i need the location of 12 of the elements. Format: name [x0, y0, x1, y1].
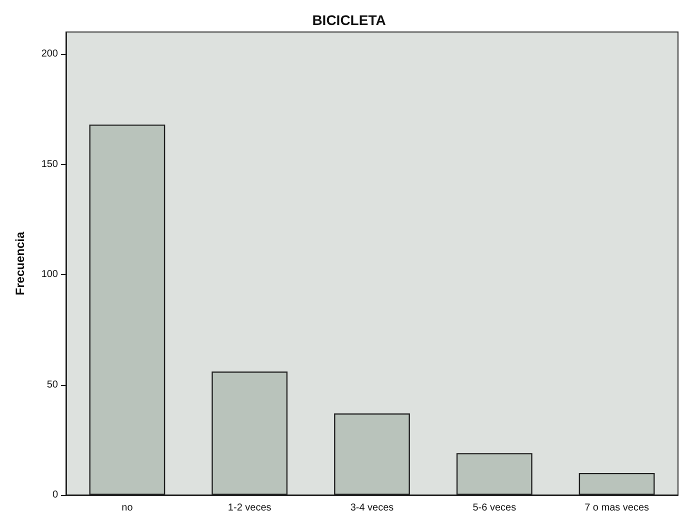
y-axis-title: Frecuencia: [13, 232, 27, 296]
y-tick-label: 100: [41, 269, 58, 280]
x-tick-label: 1-2 veces: [228, 502, 272, 514]
x-tick-label: 5-6 veces: [472, 502, 516, 514]
y-tick-label: 200: [41, 48, 58, 60]
chart-title: BICICLETA: [312, 12, 386, 28]
y-tick-label: 50: [46, 379, 58, 390]
y-tick-label: 150: [41, 158, 58, 170]
y-tick-label: 0: [52, 490, 58, 500]
x-tick-label: 3-4 veces: [350, 502, 394, 514]
x-tick-label: 7 o mas veces: [584, 502, 650, 514]
x-tick-label: no: [122, 502, 134, 514]
